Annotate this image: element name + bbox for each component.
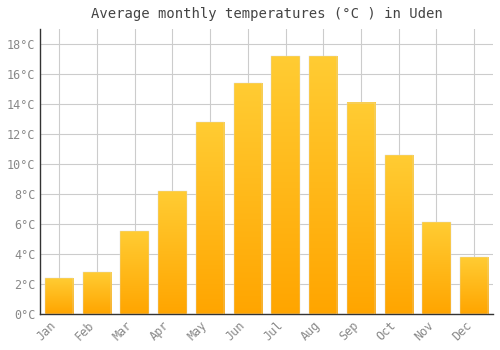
Bar: [272, 56, 299, 314]
Title: Average monthly temperatures (°C ) in Uden: Average monthly temperatures (°C ) in Ud…: [91, 7, 443, 21]
Bar: [422, 223, 450, 314]
Bar: [120, 231, 149, 314]
Bar: [83, 272, 111, 314]
Bar: [309, 56, 338, 314]
Bar: [158, 191, 186, 314]
Bar: [384, 155, 413, 314]
Bar: [196, 122, 224, 314]
Bar: [460, 257, 488, 314]
Bar: [45, 278, 74, 314]
Bar: [234, 83, 262, 314]
Bar: [347, 103, 375, 314]
